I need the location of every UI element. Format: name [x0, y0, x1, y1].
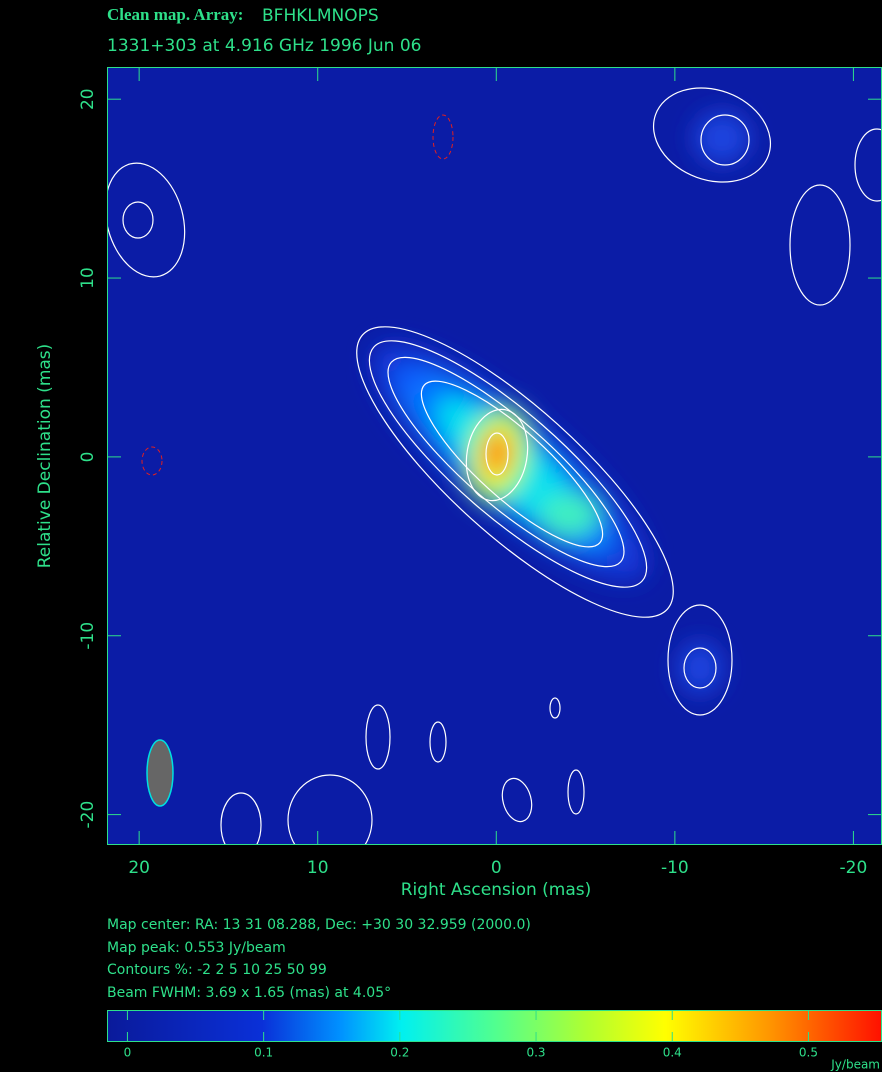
info-line: Contours %: -2 2 5 10 25 50 99 — [107, 962, 327, 978]
colorbar-tick-label: 0.2 — [390, 1046, 409, 1060]
y-tick-label: -20 — [78, 801, 98, 829]
x-tick-label: -20 — [840, 858, 868, 878]
y-axis-label: Relative Declination (mas) — [35, 344, 55, 569]
colorbar-label: Jy/beam — [830, 1058, 880, 1072]
info-line: Map center: RA: 13 31 08.288, Dec: +30 3… — [107, 917, 531, 933]
colorbar-tick-label: 0 — [124, 1046, 132, 1060]
title: Clean map. Array: — [107, 5, 243, 24]
colorbar-tick-label: 0.3 — [526, 1046, 545, 1060]
array: BFHKLMNOPS — [262, 6, 379, 26]
y-tick-label: -10 — [78, 622, 98, 650]
x-tick-label: -10 — [661, 858, 689, 878]
colorbar — [107, 1010, 882, 1042]
y-tick-label: 10 — [78, 267, 98, 289]
y-tick-label: 20 — [78, 88, 98, 110]
info-line: Beam FWHM: 3.69 x 1.65 (mas) at 4.05° — [107, 985, 391, 1001]
colorbar-tick-label: 0.4 — [663, 1046, 682, 1060]
info-line: Map peak: 0.553 Jy/beam — [107, 940, 286, 956]
subtitle: 1331+303 at 4.916 GHz 1996 Jun 06 — [107, 36, 421, 56]
x-axis-label: Right Ascension (mas) — [401, 880, 592, 900]
x-tick-label: 20 — [128, 858, 150, 878]
x-tick-label: 10 — [307, 858, 329, 878]
x-tick-label: 0 — [491, 858, 502, 878]
map-image — [107, 67, 882, 845]
y-tick-label: 0 — [78, 451, 98, 462]
colorbar-tick-label: 0.1 — [254, 1046, 273, 1060]
colorbar-tick-label: 0.5 — [799, 1046, 818, 1060]
